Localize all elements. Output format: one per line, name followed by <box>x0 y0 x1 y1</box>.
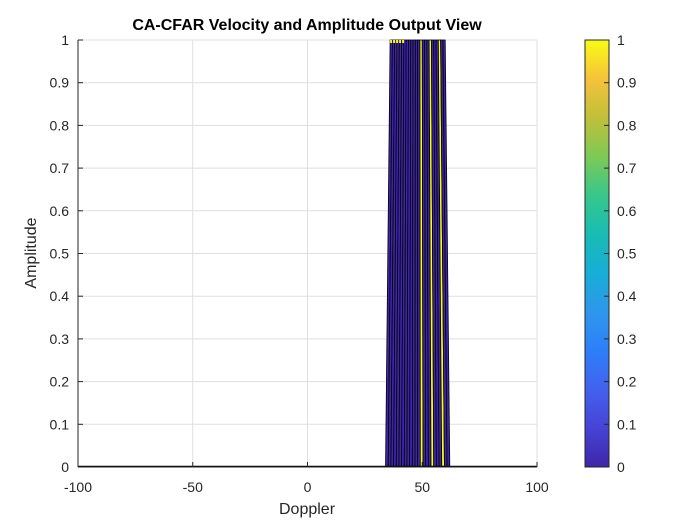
grid-lines <box>77 39 538 468</box>
x-tick-labels: -100 -50 0 50 100 <box>64 479 549 495</box>
x-tick-label: 100 <box>525 479 549 495</box>
y-tick-label: 0.3 <box>50 331 70 347</box>
surface-top-fragment <box>402 40 405 43</box>
colorbar-tick-label: 1 <box>617 32 625 48</box>
y-tick-label: 0 <box>61 459 69 475</box>
x-tick-label: -50 <box>183 479 203 495</box>
y-tick-label: 0.6 <box>50 203 70 219</box>
colorbar-tick-label: 0.2 <box>617 374 637 390</box>
colorbar-tick-label: 0.4 <box>617 288 637 304</box>
y-axis-label: Amplitude <box>23 217 40 288</box>
y-tick-label: 0.4 <box>50 288 70 304</box>
surface-top-fragment <box>390 40 393 43</box>
surface-top-fragment <box>396 40 399 43</box>
y-tick-label: 0.5 <box>50 246 70 262</box>
x-tick-label: 50 <box>414 479 430 495</box>
x-axis-label: Doppler <box>279 501 336 518</box>
colorbar-tick-label: 0.6 <box>617 203 637 219</box>
y-tick-label: 0.2 <box>50 374 70 390</box>
y-tick-label: 0.1 <box>50 416 70 432</box>
colorbar-tick-label: 0.3 <box>617 331 637 347</box>
y-tick-label: 0.8 <box>50 117 70 133</box>
surface-plot <box>78 39 537 468</box>
chart-title: CA-CFAR Velocity and Amplitude Output Vi… <box>132 17 482 34</box>
y-tick-label: 0.7 <box>50 160 70 176</box>
colorbar-tick-label: 0.7 <box>617 160 637 176</box>
x-tick-label: 0 <box>304 479 312 495</box>
y-tick-labels: 0 0.1 0.2 0.3 0.4 0.5 0.6 0.7 0.8 0.9 1 <box>50 32 70 475</box>
y-tick-label: 0.9 <box>50 75 70 91</box>
colorbar-tick-label: 0 <box>617 459 625 475</box>
plot-axes <box>77 39 538 468</box>
surface-top-fragment <box>399 40 402 43</box>
x-tick-label: -100 <box>64 479 92 495</box>
colorbar-tick-label: 0.9 <box>617 75 637 91</box>
surface-column <box>414 39 419 468</box>
surface-top-fragment <box>393 40 396 43</box>
colorbar: 0 0.1 0.2 0.3 0.4 0.5 0.6 0.7 0.8 0.9 1 <box>584 32 637 475</box>
colorbar-tick-label: 0.5 <box>617 246 637 262</box>
y-tick-label: 1 <box>61 32 69 48</box>
colorbar-tick-label: 0.1 <box>617 416 637 432</box>
colorbar-tick-label: 0.8 <box>617 117 637 133</box>
